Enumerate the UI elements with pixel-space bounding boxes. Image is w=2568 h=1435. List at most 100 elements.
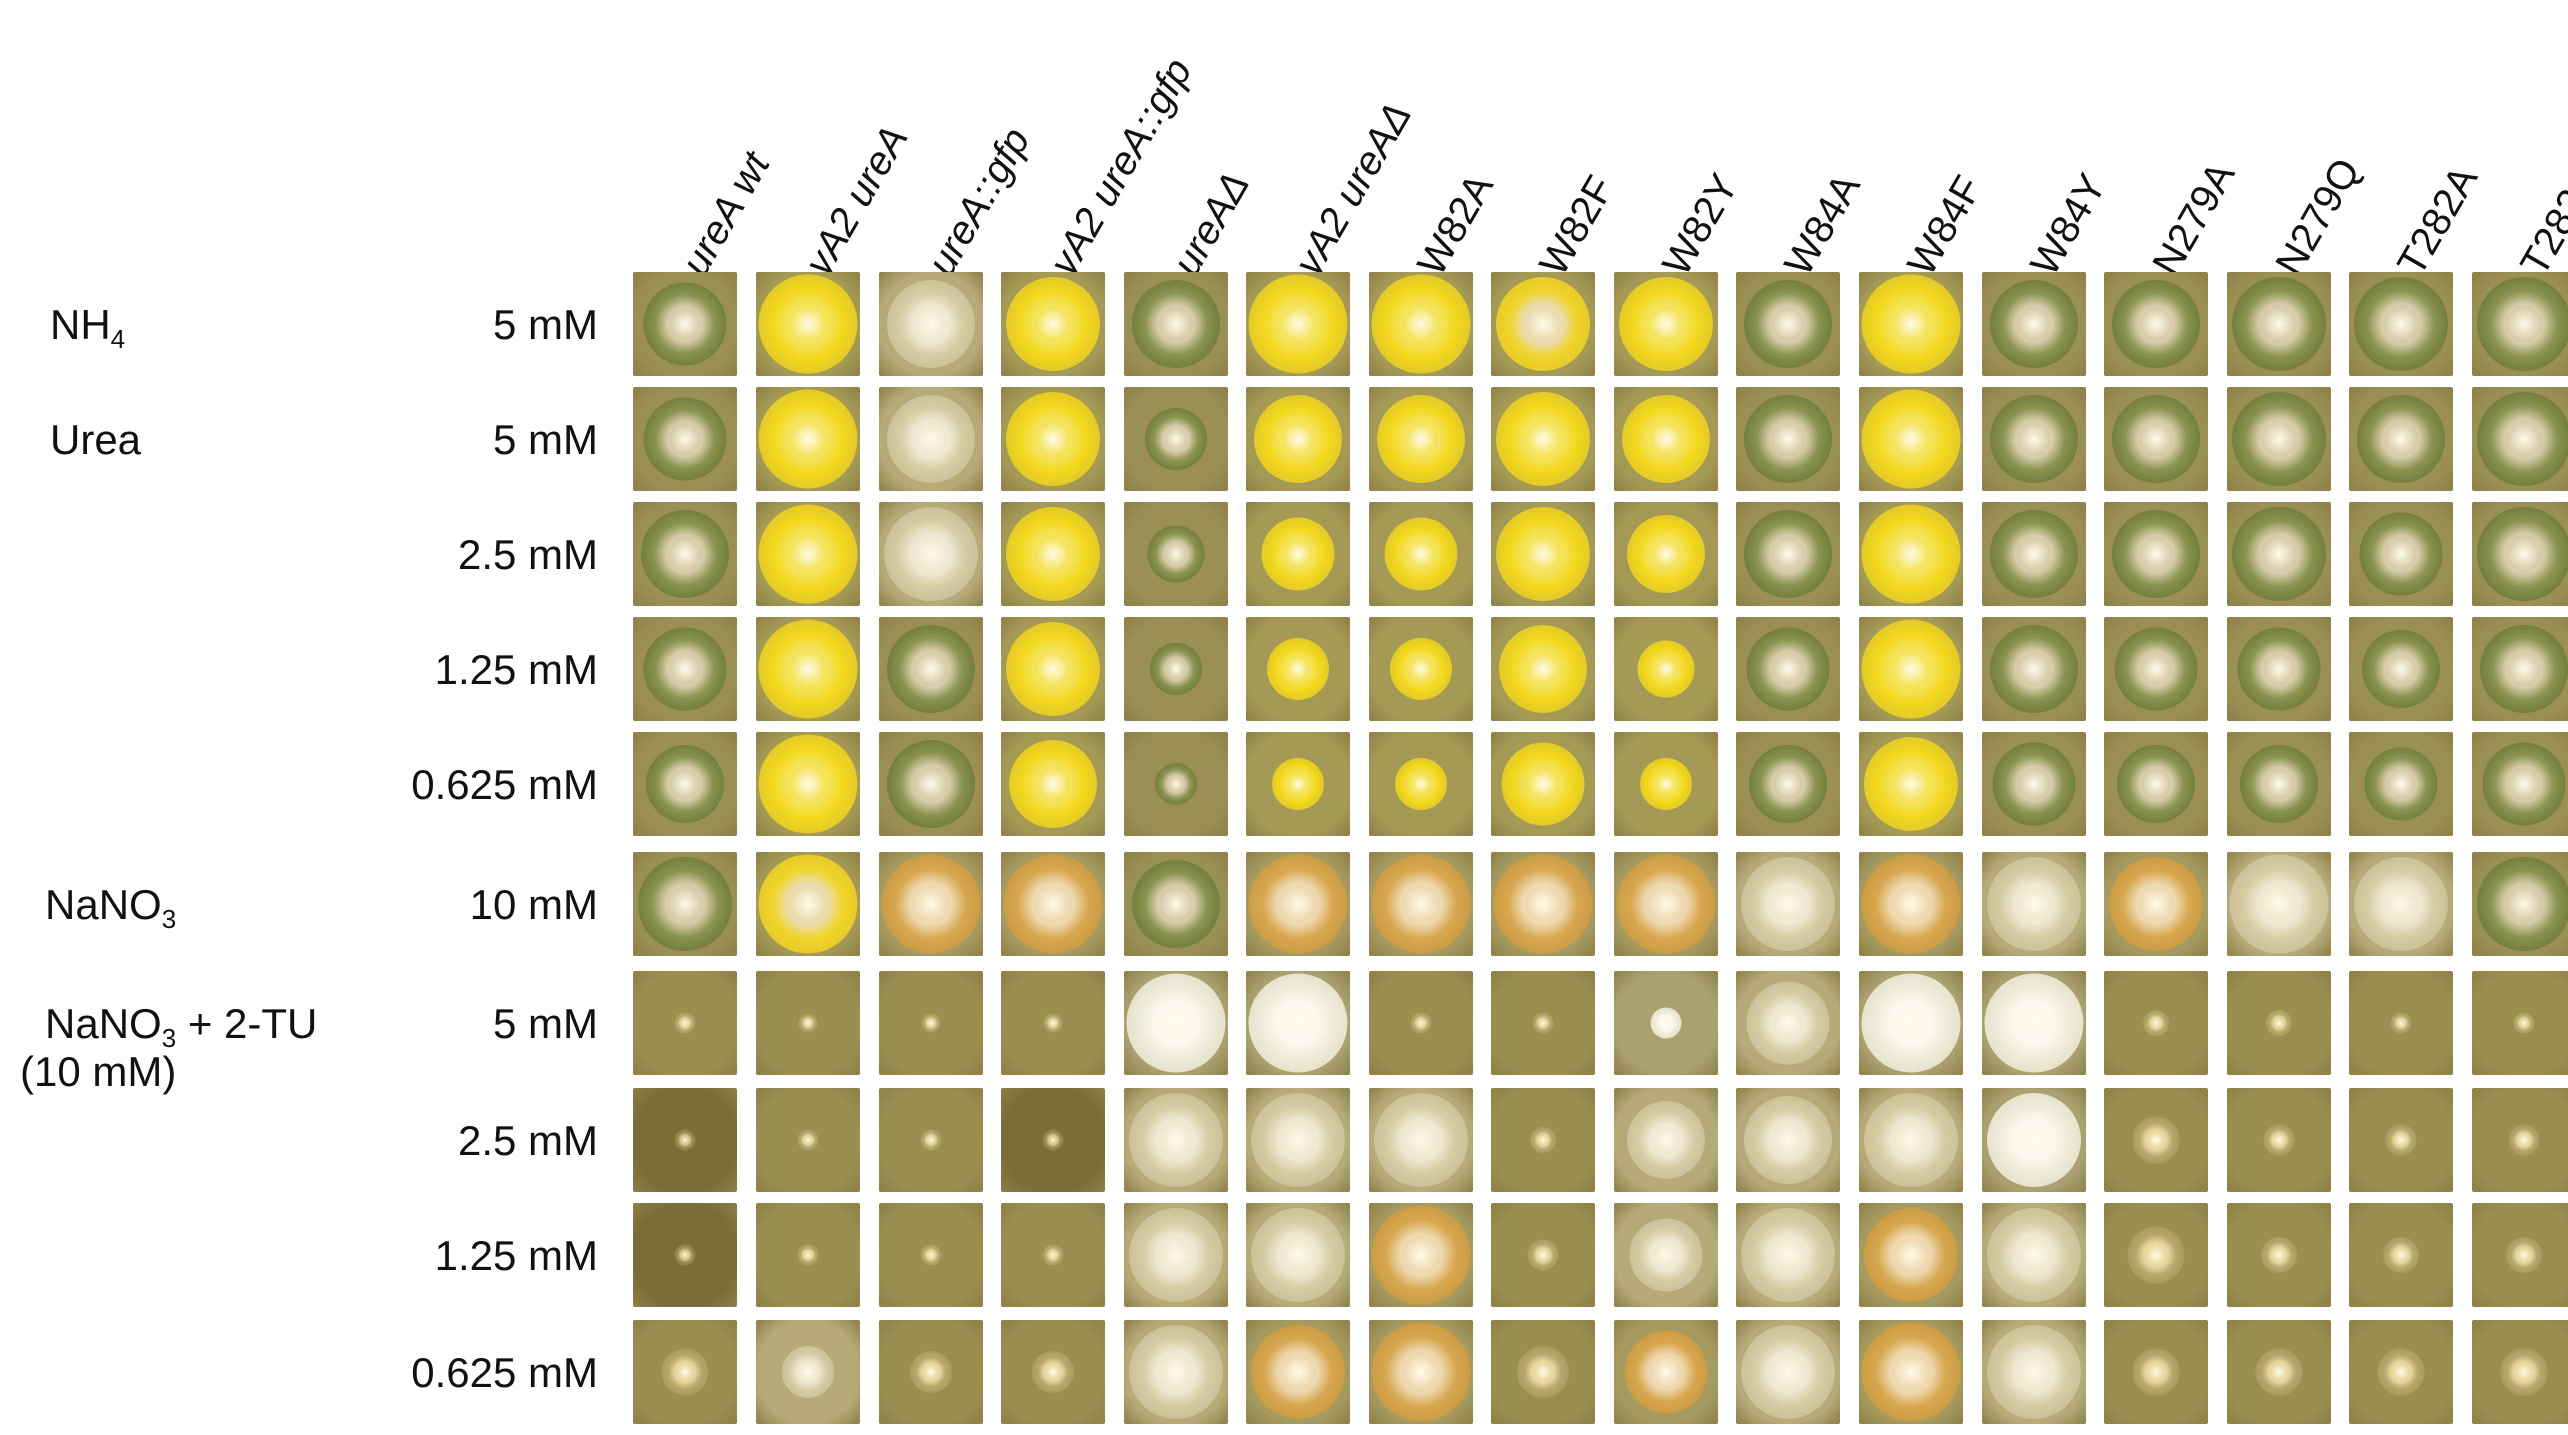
colony-center bbox=[668, 887, 702, 921]
colony-cell bbox=[756, 1320, 860, 1424]
colony-center bbox=[923, 1364, 939, 1380]
colony-cell bbox=[756, 387, 860, 491]
colony-center bbox=[1772, 423, 1804, 455]
colony-center bbox=[2019, 769, 2049, 799]
group-label: NaNO3 + 2-TU bbox=[45, 1003, 317, 1052]
colony-center bbox=[1771, 1238, 1805, 1272]
colony-center bbox=[2140, 423, 2172, 455]
colony-center bbox=[1651, 1357, 1681, 1387]
colony-center bbox=[1281, 1355, 1315, 1389]
colony-cell bbox=[1491, 272, 1595, 376]
colony-center bbox=[804, 1136, 812, 1144]
colony-cell bbox=[1246, 1203, 1350, 1307]
colony-cell bbox=[2227, 1320, 2331, 1424]
group-label-subscript: 3 bbox=[161, 904, 177, 935]
colony-center bbox=[914, 537, 948, 571]
colony-center bbox=[1893, 421, 1929, 457]
colony-center bbox=[1893, 651, 1929, 687]
colony-cell bbox=[1369, 387, 1473, 491]
colony-cell bbox=[633, 1203, 737, 1307]
colony-cell bbox=[1736, 1320, 1840, 1424]
colony-cell bbox=[1614, 502, 1718, 606]
column-label: N279A bbox=[2144, 155, 2244, 283]
colony-cell bbox=[1246, 502, 1350, 606]
colony-center bbox=[2388, 771, 2414, 797]
concentration-label: 5 mM bbox=[493, 416, 598, 463]
column-label: T282A bbox=[2389, 158, 2487, 283]
colony-center bbox=[1160, 308, 1192, 340]
colony-center bbox=[1772, 308, 1804, 340]
colony-cell bbox=[1001, 502, 1105, 606]
colony-center bbox=[1035, 886, 1071, 922]
column-label: yA2 ureAΔ bbox=[1286, 95, 1421, 283]
colony-center bbox=[1653, 1242, 1679, 1268]
colony-cell bbox=[1001, 971, 1105, 1075]
group-label-main: NaNO bbox=[45, 881, 162, 928]
colony-cell bbox=[1246, 1320, 1350, 1424]
colony-cell bbox=[1736, 852, 1840, 956]
colony-cell bbox=[2227, 971, 2331, 1075]
colony-center bbox=[1657, 775, 1675, 793]
colony-cell bbox=[1246, 617, 1350, 721]
colony-cell bbox=[1001, 617, 1105, 721]
colony-cell bbox=[2104, 732, 2208, 836]
colony-cell bbox=[2472, 272, 2568, 376]
colony-center bbox=[1159, 1238, 1193, 1272]
colony-cell bbox=[1246, 971, 1350, 1075]
colony-cell bbox=[879, 1320, 983, 1424]
colony-center bbox=[2272, 1248, 2286, 1262]
colony-center bbox=[1405, 423, 1437, 455]
colony-center bbox=[2262, 537, 2296, 571]
colony-cell bbox=[1124, 1203, 1228, 1307]
colony-center bbox=[2151, 1018, 2161, 1028]
colony-cell bbox=[2227, 852, 2331, 956]
colony-cell bbox=[2227, 617, 2331, 721]
colony-center bbox=[2517, 1248, 2531, 1262]
colony-cell bbox=[1369, 732, 1473, 836]
colony-cell bbox=[756, 1088, 860, 1192]
colony-center bbox=[1282, 423, 1314, 455]
colony-center bbox=[1280, 306, 1316, 342]
colony-center bbox=[681, 1136, 689, 1144]
colony-cell bbox=[2472, 1088, 2568, 1192]
concentration-label: 0.625 mM bbox=[411, 761, 598, 808]
colony-cell bbox=[2104, 387, 2208, 491]
colony-cell bbox=[1614, 617, 1718, 721]
column-label: W82A bbox=[1409, 166, 1502, 283]
column-label: W82Y bbox=[1654, 166, 1747, 283]
colony-center bbox=[1893, 886, 1929, 922]
colony-cell bbox=[879, 1088, 983, 1192]
colony-center bbox=[1158, 1005, 1194, 1041]
colony-cell bbox=[1614, 1088, 1718, 1192]
column-label: T282S bbox=[2512, 158, 2568, 283]
colony-center bbox=[1772, 1124, 1804, 1156]
colony-center bbox=[1526, 422, 1560, 456]
colony-cell bbox=[1736, 502, 1840, 606]
colony-center bbox=[927, 1136, 935, 1144]
colony-center bbox=[1652, 540, 1680, 568]
colony-cell bbox=[2472, 732, 2568, 836]
colony-center bbox=[2017, 887, 2051, 921]
column-label: W84Y bbox=[2022, 166, 2115, 283]
colony-cell bbox=[1982, 387, 2086, 491]
colony-cell bbox=[633, 1088, 737, 1192]
group-label-subscript: 4 bbox=[110, 324, 126, 355]
colony-center bbox=[1036, 537, 1070, 571]
colony-cell bbox=[1491, 502, 1595, 606]
colony-center bbox=[790, 886, 826, 922]
concentration-label: 5 mM bbox=[493, 1000, 598, 1047]
colony-center bbox=[2520, 1019, 2528, 1027]
colony-cell bbox=[879, 1203, 983, 1307]
colony-center bbox=[1289, 775, 1307, 793]
colony-cell bbox=[633, 387, 737, 491]
colony-center bbox=[1417, 1019, 1425, 1027]
colony-cell bbox=[1369, 617, 1473, 721]
colony-cell bbox=[1614, 1203, 1718, 1307]
colony-center bbox=[790, 306, 826, 342]
colony-cell bbox=[1614, 387, 1718, 491]
colony-cell bbox=[1982, 502, 2086, 606]
colony-center bbox=[1527, 653, 1559, 685]
column-label: W82F bbox=[1531, 168, 1623, 283]
colony-center bbox=[1526, 307, 1560, 341]
colony-cell bbox=[1859, 387, 1963, 491]
